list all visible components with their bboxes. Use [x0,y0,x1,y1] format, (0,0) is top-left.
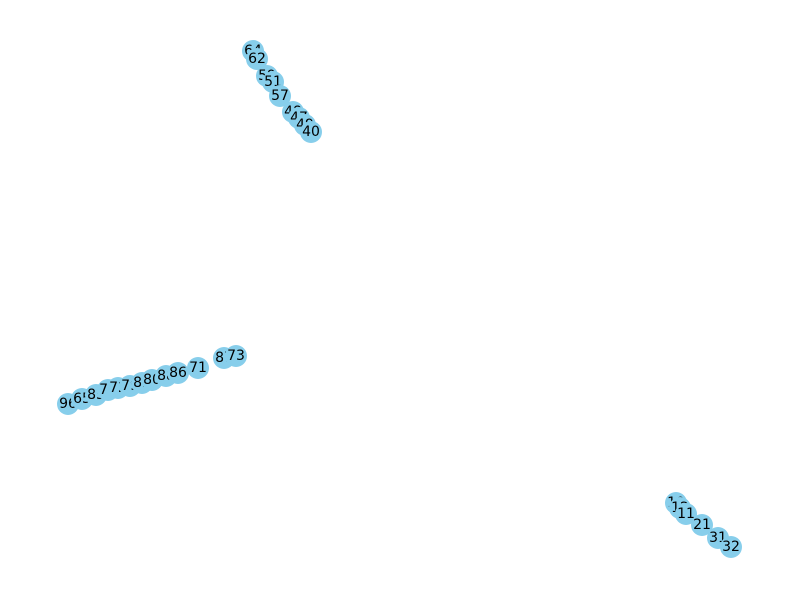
node-circle [675,503,697,525]
node-label: 40 [302,124,320,140]
node-label: 21 [693,517,711,533]
node-circle [167,362,189,384]
node-label: 71 [189,360,207,376]
graph-node: 86 [167,362,189,384]
graph-node: 71 [187,357,209,379]
node-circle [720,536,742,558]
node-label: 73 [227,348,245,364]
node-label: 57 [271,88,289,104]
graph-node: 21 [691,514,713,536]
graph-node: 62 [246,48,268,70]
cluster-3: 101211213132 [665,492,742,558]
node-label: 32 [722,539,740,555]
cluster-1: 646259515748474940 [242,40,322,143]
graph-node: 40 [300,121,322,143]
graph-node: 11 [675,503,697,525]
node-label: 62 [248,51,266,67]
node-circle [225,345,247,367]
node-label: 86 [169,365,187,381]
node-circle [187,357,209,379]
graph-node: 57 [269,85,291,107]
node-circle [691,514,713,536]
graph-node: 73 [225,345,247,367]
node-circle [246,48,268,70]
cluster-2: 96658575727982808886718773 [57,345,247,415]
nodes-layer: 646259515748474940 9665857572798280888671… [57,40,742,558]
node-circle [269,85,291,107]
graph-node: 32 [720,536,742,558]
node-circle [300,121,322,143]
node-label: 11 [677,506,695,522]
